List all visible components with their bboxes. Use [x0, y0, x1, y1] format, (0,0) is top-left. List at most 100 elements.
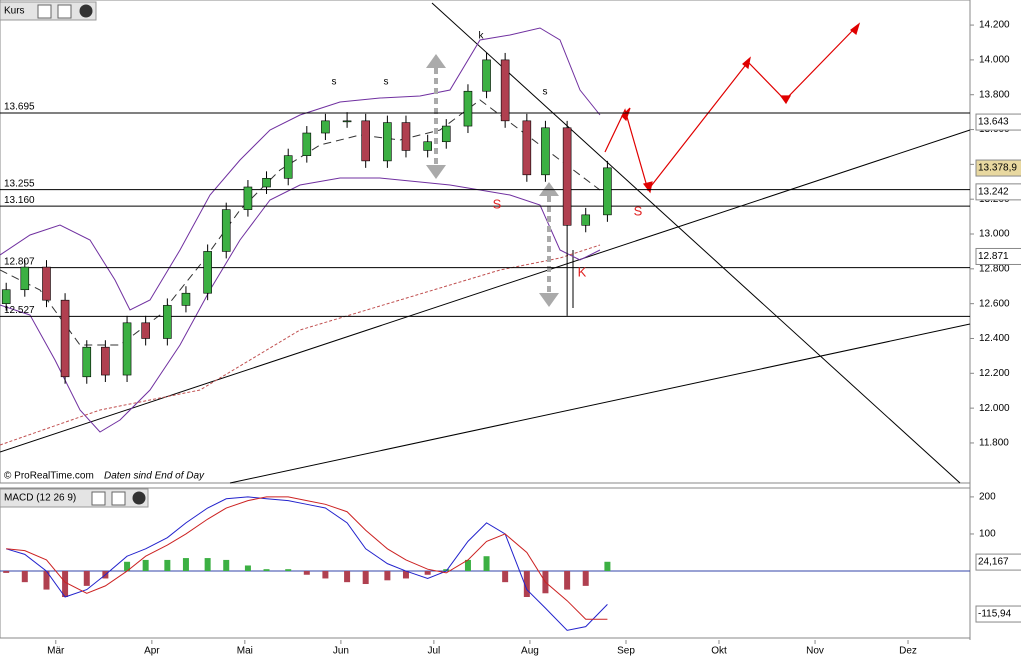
panel-title: Kurs	[4, 6, 25, 17]
x-tick-label: Jul	[427, 646, 440, 657]
candle-body	[82, 346, 92, 378]
x-tick-label: Apr	[144, 646, 160, 657]
histogram-bar	[322, 571, 329, 579]
macd-line	[6, 496, 608, 620]
histogram-bar	[142, 559, 149, 572]
close-button[interactable]	[132, 491, 146, 505]
annotation: S	[634, 203, 643, 218]
arrow-head	[426, 165, 446, 179]
x-tick-label: Okt	[711, 646, 727, 657]
candle-body	[163, 305, 172, 339]
level-label: 12.527	[4, 305, 35, 316]
candle-body	[221, 209, 231, 252]
x-tick-label: Sep	[617, 646, 635, 657]
arrow-head	[850, 22, 861, 36]
settings-button[interactable]	[37, 4, 52, 19]
level-label: 13.695	[4, 102, 35, 113]
histogram-bar	[523, 571, 530, 597]
arrow-head	[539, 293, 559, 307]
candle-body	[562, 127, 572, 226]
source-note: Daten sind End of Day	[104, 471, 205, 482]
candle-body	[342, 120, 352, 123]
y-tick-label: 200	[979, 492, 996, 503]
x-tick-label: Dez	[899, 646, 917, 657]
histogram-bar	[223, 559, 230, 572]
x-tick-label: Mai	[237, 646, 253, 657]
candle-body	[581, 214, 591, 226]
arrow-head	[742, 56, 751, 70]
y-tick-label: 11.800	[979, 438, 1009, 449]
y-tick-label: 12.800	[979, 263, 1010, 274]
candle-body	[203, 251, 212, 294]
price-tag	[975, 247, 1021, 265]
price-tag-label: 12.871	[978, 251, 1009, 262]
histogram-bar	[3, 571, 10, 573]
histogram-bar	[402, 571, 409, 579]
bollinger-lower	[0, 177, 601, 433]
moving-average-200	[0, 244, 601, 446]
x-tick-label: Nov	[806, 646, 824, 657]
candle-body	[283, 155, 293, 179]
price-tag-label: 13.242	[978, 187, 1009, 198]
histogram-bar	[443, 569, 450, 572]
histogram-bar	[124, 561, 131, 572]
candle-body	[522, 120, 532, 176]
candle-body	[101, 346, 110, 376]
histogram-bar	[582, 571, 589, 586]
candle-body	[482, 59, 491, 92]
candle-body	[541, 127, 550, 176]
candle-body	[122, 322, 132, 376]
price-tag	[975, 183, 1021, 201]
candle-body	[361, 120, 370, 162]
panel-header	[0, 488, 149, 508]
arrow-head	[539, 182, 559, 196]
maximize-button[interactable]	[111, 491, 126, 506]
annotation: S	[332, 77, 337, 88]
level-label: 13.160	[4, 195, 35, 206]
candle-body	[401, 122, 411, 151]
histogram-bar	[83, 571, 90, 586]
price-tag-label: 13.378,9	[978, 163, 1017, 174]
candle-body	[20, 266, 30, 291]
candle-body	[500, 59, 510, 122]
candle-body	[141, 322, 150, 339]
annotation: K	[479, 31, 485, 42]
histogram-bar	[244, 565, 251, 572]
level-label: 12.807	[4, 256, 35, 267]
forecast-arrows	[604, 22, 861, 194]
candle-body	[463, 90, 473, 127]
histogram-bar	[502, 571, 509, 583]
candle-body	[60, 299, 70, 378]
range-arrows	[426, 54, 559, 307]
price-tag-label: -115,94	[978, 609, 1012, 620]
trend-line	[0, 129, 971, 453]
panel-title: MACD (12 26 9)	[4, 493, 76, 504]
x-tick-label: Aug	[521, 646, 539, 657]
forecast-path	[604, 25, 858, 192]
candle-body	[181, 292, 191, 306]
settings-button[interactable]	[91, 491, 106, 506]
histogram-bar	[384, 571, 391, 581]
histogram-bar	[344, 571, 351, 583]
x-tick-label: Mär	[47, 646, 65, 657]
maximize-button[interactable]	[57, 4, 72, 19]
histogram-bar	[164, 559, 171, 572]
price-tag	[975, 605, 1021, 623]
y-tick-label: 14.200	[979, 20, 1010, 31]
y-tick-label: 13.800	[979, 89, 1010, 100]
y-tick-label: 12.200	[979, 368, 1010, 379]
level-label: 13.255	[4, 178, 35, 189]
histogram-bar	[182, 558, 189, 572]
candle-body	[441, 125, 451, 143]
close-button[interactable]	[79, 4, 93, 18]
histogram-bar	[564, 571, 571, 590]
arrow-head	[426, 54, 446, 68]
price-tag-label: 24,167	[978, 557, 1009, 568]
histogram-bar	[303, 571, 310, 575]
source-note: © ProRealTime.com	[4, 471, 94, 482]
y-tick-label: 12.000	[979, 403, 1010, 414]
candle-body	[423, 141, 432, 151]
histogram-bar	[285, 569, 292, 572]
